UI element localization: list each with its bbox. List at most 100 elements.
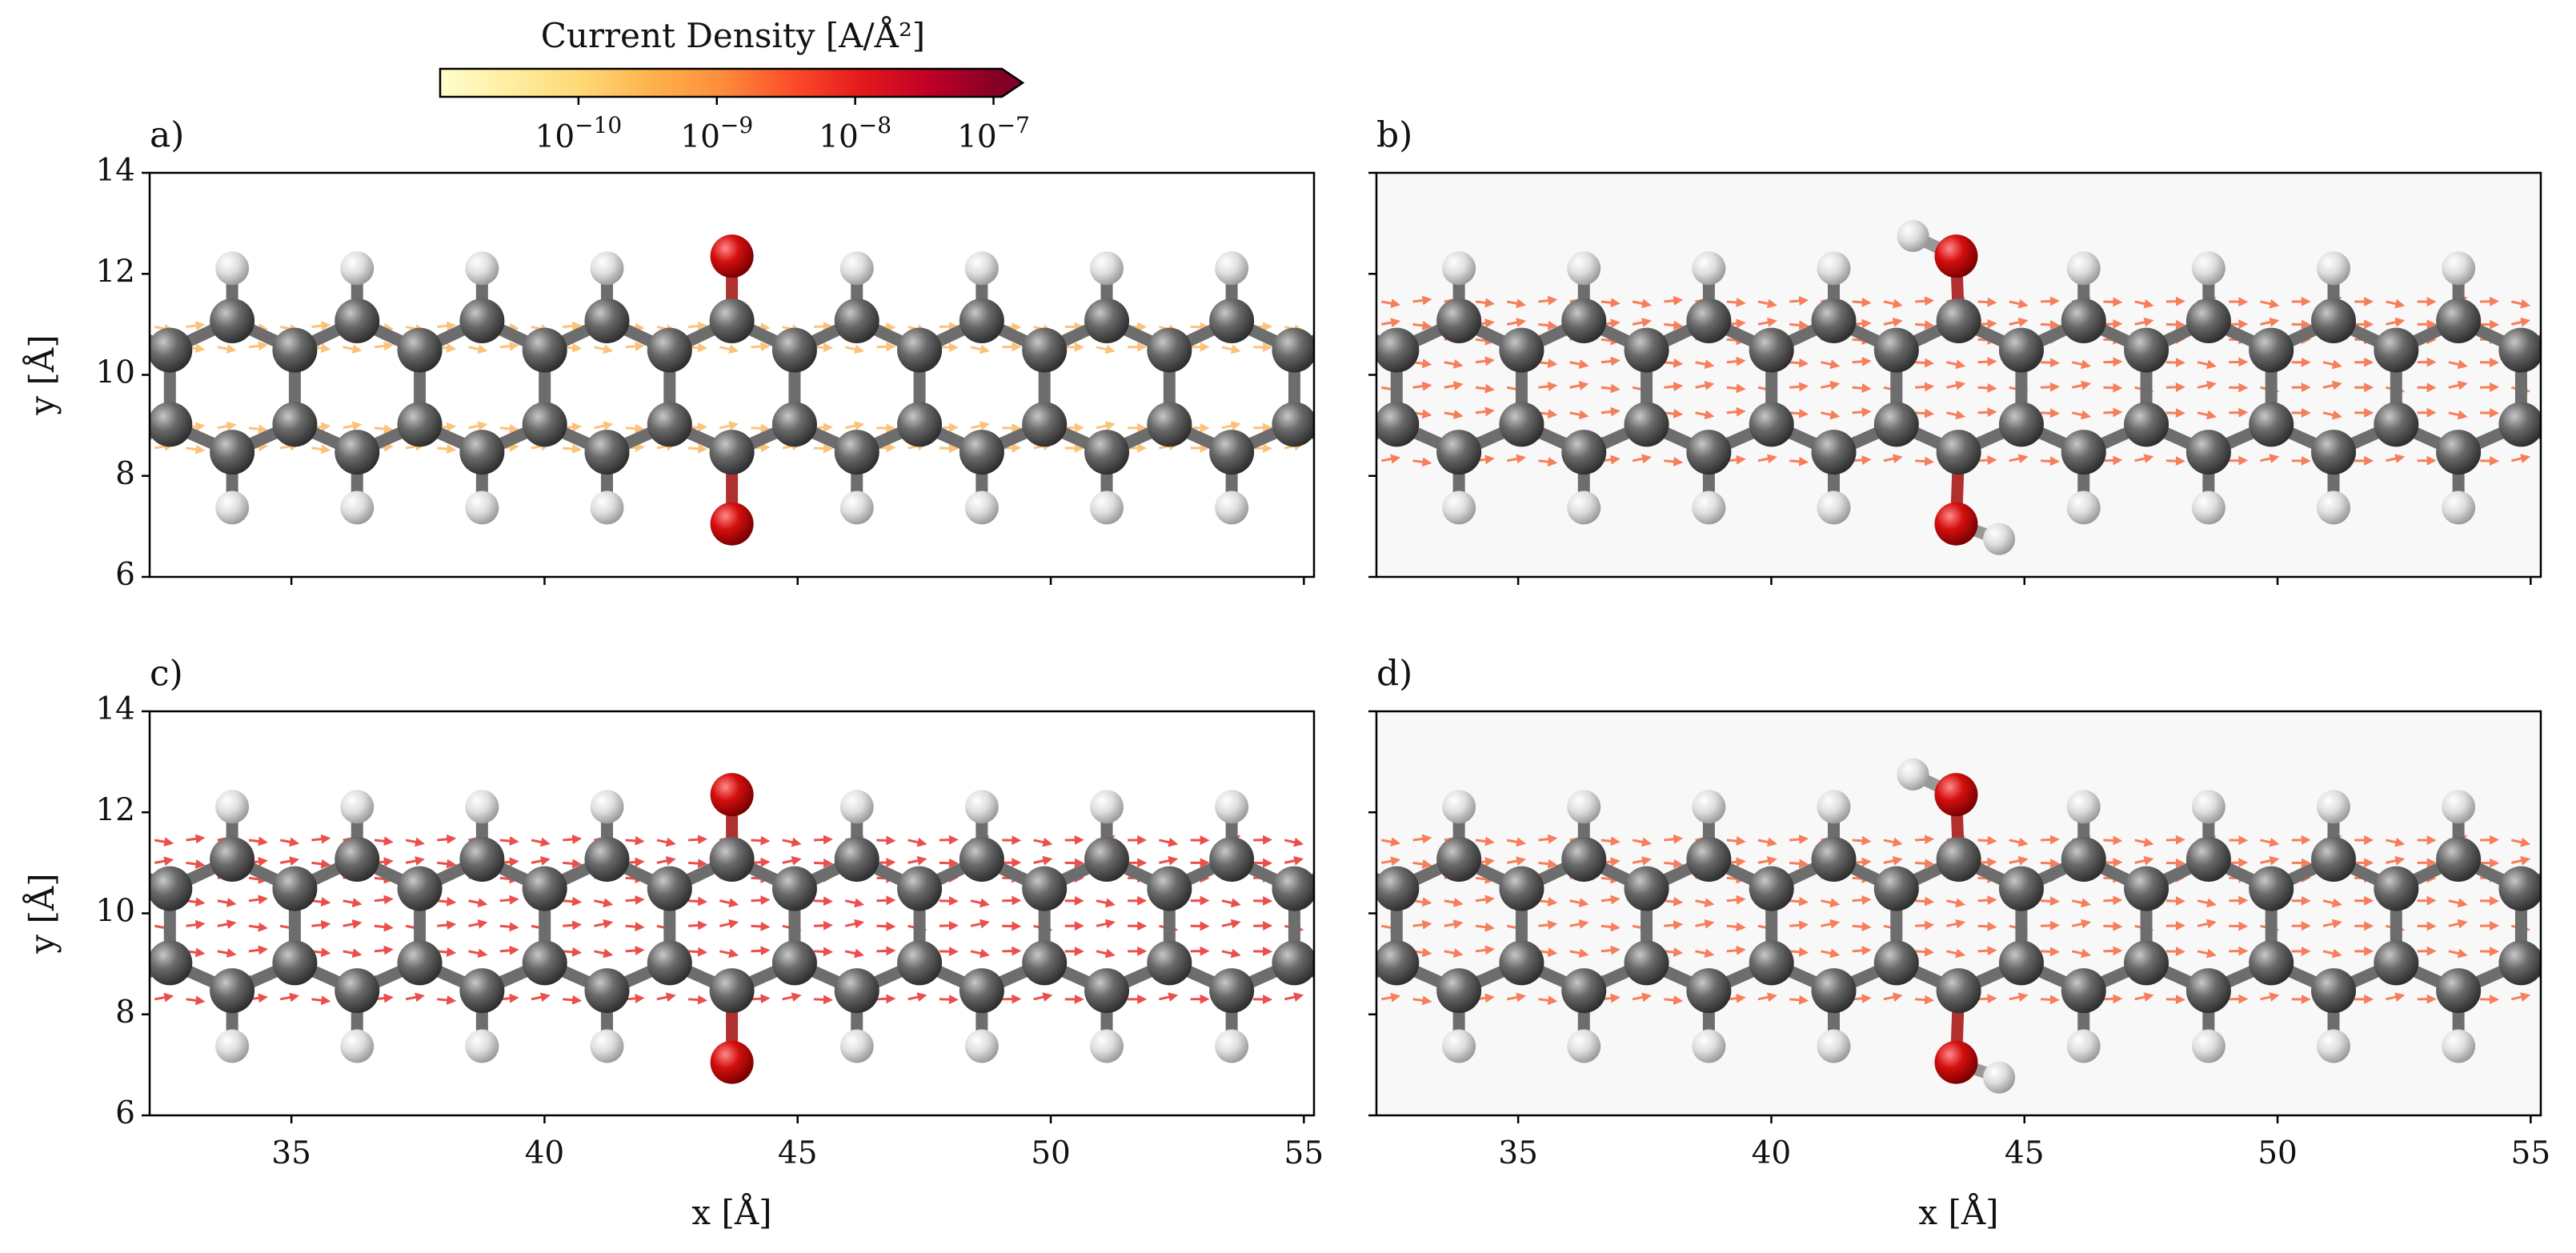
hydrogen-atom bbox=[839, 251, 874, 286]
current-arrow bbox=[186, 444, 206, 454]
current-arrow bbox=[1569, 919, 1589, 929]
carbon-atom bbox=[2249, 940, 2294, 986]
current-arrow bbox=[2260, 837, 2280, 847]
current-arrow bbox=[656, 837, 676, 847]
current-arrow bbox=[1381, 298, 1401, 309]
current-arrow bbox=[563, 947, 583, 957]
current-arrow bbox=[1284, 837, 1304, 847]
hydrogen-atom bbox=[590, 1029, 624, 1063]
current-arrow bbox=[1444, 948, 1464, 958]
current-arrow bbox=[1569, 381, 1589, 390]
current-arrow bbox=[1096, 898, 1116, 908]
hydrogen-atom bbox=[1692, 490, 1726, 525]
current-arrow bbox=[1475, 298, 1495, 308]
current-arrow bbox=[1096, 421, 1116, 430]
current-arrow bbox=[2543, 878, 2558, 879]
carbon-atom bbox=[584, 430, 630, 475]
current-arrow bbox=[2543, 900, 2558, 901]
current-arrow bbox=[688, 896, 708, 907]
carbon-atom bbox=[1936, 430, 1981, 475]
carbon-atom bbox=[1624, 940, 1669, 986]
carbon-atom bbox=[210, 968, 255, 1014]
current-arrow bbox=[1789, 320, 1809, 330]
hydrogen-atom bbox=[590, 790, 624, 824]
current-arrow bbox=[1915, 296, 1935, 306]
carbon-atom bbox=[709, 430, 755, 475]
current-arrow bbox=[2510, 298, 2531, 309]
current-arrow bbox=[1284, 992, 1304, 1002]
carbon-atom bbox=[1686, 430, 1732, 475]
current-arrow bbox=[499, 836, 519, 847]
current-arrow bbox=[1316, 327, 1331, 328]
current-arrow bbox=[1789, 896, 1809, 907]
carbon-atom bbox=[1749, 402, 1794, 447]
current-arrow bbox=[279, 856, 300, 866]
carbon-atom bbox=[335, 836, 380, 882]
current-arrow bbox=[1316, 346, 1331, 347]
carbon-atom bbox=[1436, 836, 1482, 882]
current-arrow bbox=[2322, 410, 2342, 420]
current-arrow bbox=[1412, 457, 1432, 467]
current-arrow bbox=[248, 341, 268, 351]
current-arrow bbox=[876, 423, 896, 434]
current-arrow bbox=[1883, 992, 1903, 1003]
current-arrow bbox=[656, 992, 676, 1003]
carbon-atom bbox=[459, 836, 505, 882]
current-arrow bbox=[2386, 837, 2406, 847]
current-arrow bbox=[186, 919, 206, 930]
y-tick-label: 6 bbox=[115, 557, 135, 593]
current-arrow bbox=[1159, 992, 1179, 1002]
current-arrow bbox=[2543, 976, 2558, 977]
panel-label: b) bbox=[1376, 115, 1412, 156]
carbon-atom bbox=[2374, 866, 2419, 911]
current-arrow bbox=[813, 995, 833, 1005]
current-arrow bbox=[1883, 317, 1903, 327]
current-arrow bbox=[907, 992, 927, 1003]
current-arrow bbox=[279, 992, 300, 1003]
panel-label: d) bbox=[1376, 654, 1412, 695]
bond bbox=[45, 424, 107, 452]
current-arrow bbox=[2448, 898, 2468, 908]
current-arrow bbox=[186, 859, 206, 869]
current-arrow bbox=[2543, 412, 2558, 413]
current-arrow bbox=[1475, 874, 1495, 884]
current-arrow bbox=[1538, 320, 1558, 330]
x-axis-label: x [Å] bbox=[1918, 1192, 1998, 1232]
carbon-atom bbox=[2311, 430, 2357, 475]
current-arrow bbox=[2448, 948, 2468, 959]
current-arrow bbox=[2040, 358, 2060, 368]
hydrogen-atom bbox=[1442, 251, 1476, 286]
current-arrow bbox=[1316, 976, 1331, 977]
hydrogen-atom bbox=[215, 251, 250, 286]
current-arrow bbox=[2071, 948, 2092, 959]
hydrogen-atom bbox=[964, 251, 999, 286]
current-arrow bbox=[1852, 454, 1872, 465]
current-arrow bbox=[594, 421, 614, 431]
hydrogen-atom bbox=[590, 251, 624, 286]
current-arrow bbox=[844, 919, 865, 929]
current-arrow bbox=[1664, 320, 1684, 330]
current-arrow bbox=[2260, 317, 2280, 327]
current-arrow bbox=[1695, 919, 1715, 929]
carbon-atom bbox=[1272, 866, 1314, 911]
current-arrow bbox=[248, 922, 268, 932]
current-arrow bbox=[751, 895, 771, 906]
current-arrow bbox=[688, 995, 708, 1005]
current-arrow bbox=[688, 920, 708, 931]
carbon-atom bbox=[2124, 402, 2169, 447]
carbon-atom bbox=[2061, 836, 2106, 882]
current-arrow bbox=[844, 898, 865, 908]
carbon-atom bbox=[272, 402, 318, 447]
current-arrow bbox=[1726, 356, 1746, 366]
carbon-atom bbox=[647, 866, 692, 911]
carbon-atom bbox=[1084, 430, 1130, 475]
carbon-atom bbox=[1499, 327, 1544, 373]
hydrogen-atom bbox=[2317, 251, 2351, 286]
current-arrow bbox=[1852, 895, 1872, 905]
carbon-atom bbox=[150, 866, 193, 911]
current-arrow bbox=[2134, 855, 2154, 866]
current-arrow bbox=[468, 344, 488, 354]
current-arrow bbox=[2322, 359, 2342, 370]
oxygen-atom bbox=[1934, 234, 1978, 278]
current-arrow bbox=[1506, 856, 1527, 866]
